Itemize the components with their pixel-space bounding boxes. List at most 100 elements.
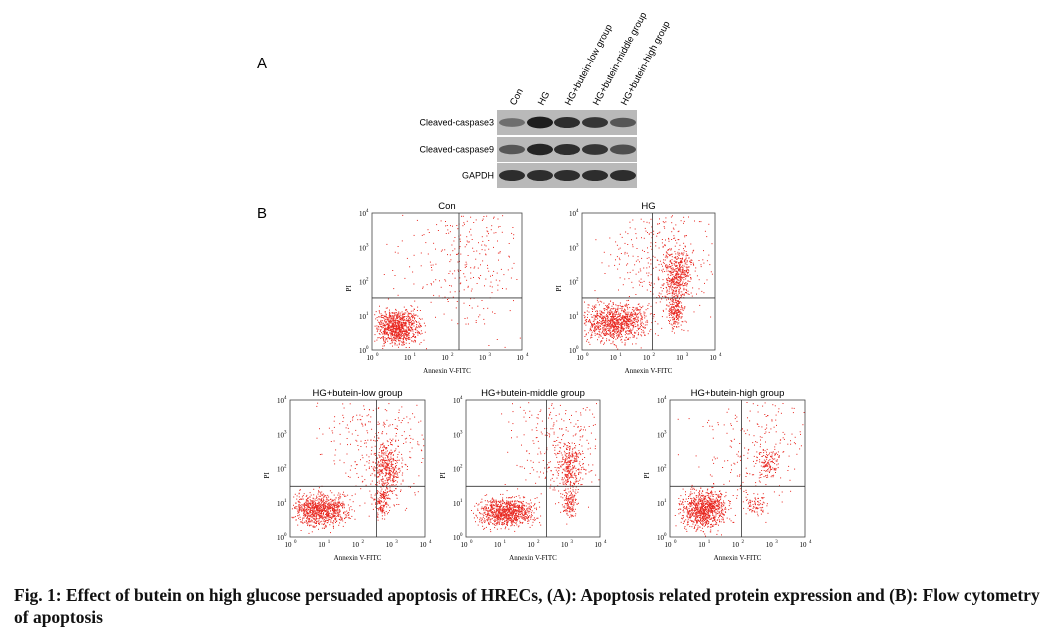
event-dot bbox=[676, 310, 678, 312]
y-axis-label: PI bbox=[263, 472, 271, 479]
event-dot bbox=[588, 341, 590, 343]
event-dot bbox=[625, 330, 627, 332]
event-dot bbox=[397, 335, 399, 337]
event-dot bbox=[464, 276, 466, 278]
event-dot bbox=[371, 497, 373, 499]
event-dot bbox=[676, 297, 678, 299]
event-dot bbox=[618, 313, 620, 315]
event-dot bbox=[632, 255, 634, 257]
event-dot bbox=[344, 517, 346, 519]
event-dot bbox=[395, 318, 397, 320]
event-dot bbox=[628, 315, 630, 317]
event-dot bbox=[388, 317, 390, 319]
event-dot bbox=[321, 498, 322, 500]
event-dot bbox=[610, 254, 612, 256]
event-dot bbox=[335, 516, 337, 517]
event-dot bbox=[651, 322, 653, 324]
event-dot bbox=[472, 247, 474, 249]
event-dot bbox=[611, 308, 613, 309]
event-dot bbox=[608, 339, 610, 341]
event-dot bbox=[328, 518, 330, 520]
event-dot bbox=[385, 338, 387, 340]
event-dot bbox=[490, 275, 491, 277]
event-dot bbox=[364, 464, 366, 466]
event-dot bbox=[377, 424, 379, 425]
event-dot bbox=[443, 313, 445, 315]
y-tick-base: 10 bbox=[569, 313, 577, 321]
event-dot bbox=[617, 325, 619, 327]
event-dot bbox=[626, 319, 628, 321]
event-dot bbox=[688, 272, 689, 274]
event-dot bbox=[336, 505, 337, 507]
event-dot bbox=[630, 316, 632, 318]
event-dot bbox=[390, 470, 392, 472]
event-dot bbox=[380, 469, 382, 471]
event-dot bbox=[372, 409, 374, 411]
event-dot bbox=[386, 243, 388, 245]
event-dot bbox=[479, 253, 481, 255]
event-dot bbox=[293, 516, 295, 518]
event-dot bbox=[294, 506, 296, 508]
event-dot bbox=[645, 309, 647, 311]
event-dot bbox=[398, 323, 400, 325]
event-dot bbox=[454, 270, 456, 272]
event-dot bbox=[308, 514, 310, 516]
event-dot bbox=[383, 498, 385, 500]
event-dot bbox=[378, 432, 379, 434]
event-dot bbox=[383, 336, 384, 338]
event-dot bbox=[312, 510, 314, 512]
event-dot bbox=[627, 330, 629, 332]
event-dot bbox=[378, 461, 380, 463]
event-dot bbox=[313, 518, 315, 520]
event-dot bbox=[423, 339, 425, 341]
event-dot bbox=[684, 320, 686, 322]
event-dot bbox=[627, 325, 629, 327]
event-dot bbox=[676, 273, 678, 275]
event-dot bbox=[439, 280, 440, 282]
event-dot bbox=[322, 514, 324, 516]
event-dot bbox=[392, 328, 394, 330]
event-dot bbox=[387, 334, 389, 336]
event-dot bbox=[387, 463, 389, 465]
event-dot bbox=[386, 484, 388, 486]
event-dot bbox=[345, 427, 347, 429]
event-dot bbox=[298, 514, 300, 516]
event-dot bbox=[644, 312, 646, 314]
event-dot bbox=[628, 299, 629, 301]
event-dot bbox=[402, 341, 404, 343]
event-dot bbox=[385, 502, 387, 504]
event-dot bbox=[667, 249, 669, 251]
event-dot bbox=[393, 334, 395, 336]
event-dot bbox=[672, 319, 674, 321]
event-dot bbox=[601, 262, 603, 264]
event-dot bbox=[315, 504, 317, 506]
event-dot bbox=[299, 504, 300, 506]
event-dot bbox=[480, 264, 481, 266]
event-dot bbox=[462, 225, 464, 227]
event-dot bbox=[385, 482, 387, 484]
event-dot bbox=[486, 227, 488, 229]
event-dot bbox=[301, 496, 303, 498]
event-dot bbox=[315, 512, 317, 514]
event-dot bbox=[431, 284, 432, 286]
event-dot bbox=[658, 269, 660, 271]
event-dot bbox=[391, 322, 393, 324]
event-dot bbox=[411, 323, 413, 325]
event-dot bbox=[383, 500, 385, 502]
event-dot bbox=[612, 316, 613, 318]
event-dot bbox=[306, 505, 308, 507]
event-dot bbox=[387, 317, 389, 319]
event-dot bbox=[633, 307, 635, 309]
event-dot bbox=[669, 270, 671, 272]
event-dot bbox=[666, 268, 668, 270]
event-dot bbox=[588, 321, 589, 323]
event-dot bbox=[605, 324, 607, 326]
event-dot bbox=[334, 498, 336, 500]
event-dot bbox=[629, 337, 631, 339]
event-dot bbox=[374, 452, 376, 454]
event-dot bbox=[675, 291, 677, 293]
event-dot bbox=[600, 320, 602, 322]
event-dot bbox=[647, 321, 649, 323]
event-dot bbox=[410, 330, 412, 332]
